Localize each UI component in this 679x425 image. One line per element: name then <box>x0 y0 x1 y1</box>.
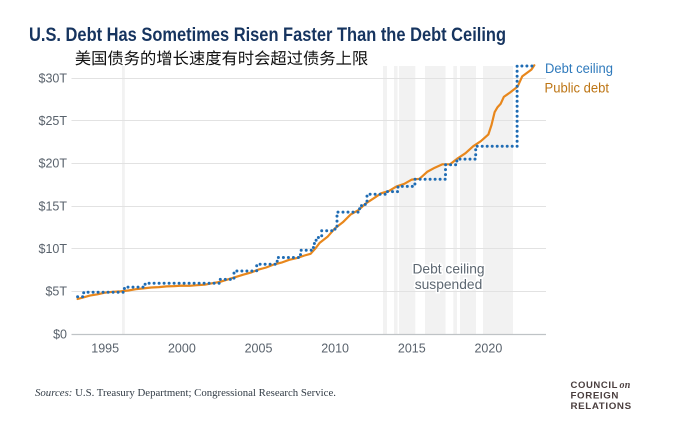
svg-text:$0: $0 <box>53 327 67 341</box>
svg-text:2015: 2015 <box>398 342 426 356</box>
svg-text:Public debt: Public debt <box>545 80 610 95</box>
svg-text:$10T: $10T <box>39 242 68 256</box>
svg-text:suspended: suspended <box>415 277 483 292</box>
svg-text:Debt ceiling: Debt ceiling <box>412 262 484 277</box>
svg-text:2010: 2010 <box>321 342 349 356</box>
svg-text:U.S. Debt Has Sometimes Risen: U.S. Debt Has Sometimes Risen Faster Tha… <box>29 24 506 46</box>
svg-text:$5T: $5T <box>45 285 67 299</box>
svg-text:1995: 1995 <box>91 342 119 356</box>
svg-text:FOREIGN: FOREIGN <box>571 391 620 402</box>
svg-text:$30T: $30T <box>39 71 68 85</box>
svg-text:Debt ceiling: Debt ceiling <box>545 61 613 76</box>
svg-text:$25T: $25T <box>39 114 68 128</box>
svg-text:$15T: $15T <box>39 199 68 213</box>
svg-text:$20T: $20T <box>39 157 68 171</box>
svg-text:2000: 2000 <box>168 342 196 356</box>
svg-text:Sources: U.S. Treasury Departm: Sources: U.S. Treasury Department; Congr… <box>35 387 336 399</box>
svg-text:RELATIONS: RELATIONS <box>571 401 632 412</box>
svg-text:2005: 2005 <box>245 342 273 356</box>
svg-text:2020: 2020 <box>474 342 502 356</box>
